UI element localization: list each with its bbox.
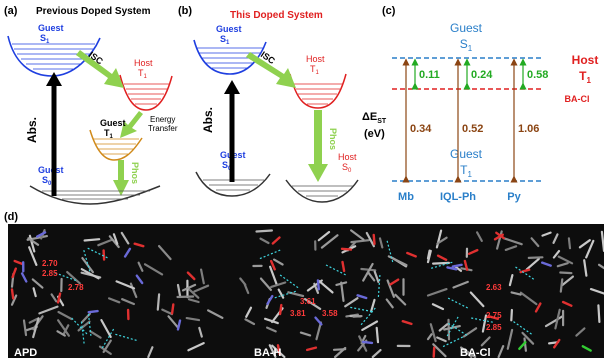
phos-label-a: Phos: [130, 162, 140, 184]
distance-label: 2.85: [486, 323, 502, 332]
bond-stick: [560, 273, 571, 274]
host-s0-label-b: Host: [338, 152, 357, 162]
guest-s0-well-a: [30, 186, 160, 204]
host-s0-symbol-b: S0: [342, 162, 352, 174]
guest-s0-symbol-a: S0: [42, 175, 52, 187]
guest-s1-label-a: Guest: [38, 23, 64, 33]
distance-label: 2.78: [68, 283, 84, 292]
panel-a: (a) Previous Doped System Guest S1 Host …: [4, 5, 178, 204]
host-t1-well-a: [120, 75, 172, 110]
heteroatom-stick: [363, 342, 372, 343]
upper-value-2: 0.58: [527, 69, 548, 81]
structure-name: BA-Cl: [460, 347, 491, 358]
distance-label: 2.70: [42, 259, 58, 268]
panel-b-label: (b): [178, 5, 192, 17]
panel-a-title: Previous Doped System: [36, 6, 151, 17]
heteroatom-stick: [374, 235, 375, 244]
heteroatom-stick: [280, 305, 281, 314]
guest-s1-symbol-a: S1: [40, 33, 50, 45]
host-t1-label-c: Host: [572, 53, 599, 67]
guest-t1-label-a: Guest: [100, 118, 126, 128]
lower-value-0: 0.34: [410, 123, 432, 135]
distance-label: 2.85: [42, 269, 58, 278]
bond-stick: [569, 238, 570, 248]
delta-est-columns: 0.11 0.34 Mb 0.24 0.52 IQL-Ph 0.58 1.06 Py: [398, 62, 548, 203]
bond-stick: [178, 297, 194, 298]
heteroatom-stick: [343, 262, 345, 271]
guest-s1-symbol-c: S1: [460, 37, 473, 53]
host-t1-symbol-a: T1: [138, 68, 148, 80]
heteroatom-stick: [318, 280, 319, 289]
panel-a-label: (a): [4, 5, 18, 17]
guest-t1-well-a: [90, 130, 142, 160]
abs-label-b: Abs.: [201, 107, 215, 133]
host-t1-well-b: [290, 74, 346, 108]
bond-stick: [257, 231, 272, 232]
molecule-name-2: Py: [507, 191, 521, 203]
abs-arrow-head-a: [46, 72, 62, 86]
phos-label-b: Phos: [328, 128, 338, 150]
guest-t1-label-c: Guest: [450, 147, 483, 161]
panel-c-label: (c): [382, 5, 396, 17]
bond-stick: [377, 328, 378, 342]
host-name-c: BA-Cl: [565, 94, 590, 104]
host-t1-label-b: Host: [306, 54, 325, 64]
molecule-name-1: IQL-Ph: [440, 191, 476, 203]
phos-arrow-a: [113, 160, 129, 196]
structure-name: APD: [14, 347, 37, 358]
guest-s1-symbol-b: S1: [220, 34, 230, 46]
energy-transfer-label-2: Transfer: [148, 124, 178, 133]
upper-value-1: 0.24: [471, 69, 493, 81]
lower-value-1: 0.52: [462, 123, 483, 135]
lower-value-2: 1.06: [518, 123, 539, 135]
panel-b: (b) This Doped System Guest S1 Host T1: [178, 5, 358, 202]
bond-stick: [598, 305, 599, 322]
distance-label: 3.81: [290, 309, 306, 318]
bond-stick: [561, 279, 563, 291]
host-t1-symbol-b: T1: [310, 64, 320, 76]
phos-arrow-b: [308, 110, 328, 182]
host-s0-well-b: [286, 180, 358, 202]
guest-s1-label-b: Guest: [216, 24, 242, 34]
delta-est-label: ΔEST: [362, 111, 387, 125]
abs-label-a: Abs.: [25, 117, 39, 143]
heteroatom-stick: [342, 249, 351, 250]
bond-stick: [353, 316, 361, 317]
bond-stick: [85, 239, 100, 240]
heteroatom-stick: [104, 251, 105, 260]
heteroatom-stick: [172, 305, 173, 314]
molecule-name-0: Mb: [398, 191, 414, 203]
delta-est-unit: (eV): [364, 128, 385, 140]
upper-value-0: 0.11: [419, 69, 440, 81]
panel-c: (c) Guest S1 Host T1 BA-Cl ΔEST (eV) Gue…: [362, 5, 598, 203]
panel-d-label: (d): [4, 211, 18, 223]
heteroatom-stick: [434, 348, 435, 357]
host-t1-label-a: Host: [134, 58, 153, 68]
distance-label: 2.75: [486, 311, 502, 320]
heteroatom-stick: [12, 290, 13, 299]
structure-name: BA-H: [254, 347, 282, 358]
panel-b-title: This Doped System: [230, 10, 323, 21]
distance-label: 2.63: [486, 283, 502, 292]
heteroatom-stick: [89, 311, 98, 312]
guest-s0-label-a: Guest: [38, 165, 64, 175]
bond-stick: [158, 294, 159, 309]
host-t1-symbol-c: T1: [579, 69, 591, 85]
bond-stick: [511, 310, 512, 320]
bond-stick: [529, 257, 543, 258]
crystal-structure-image: [8, 224, 604, 358]
abs-arrow-head-b: [224, 80, 240, 94]
guest-t1-symbol-a: T1: [104, 128, 114, 140]
guest-t1-symbol-c: T1: [460, 163, 472, 179]
distance-label: 3.61: [300, 297, 316, 306]
bond-stick: [428, 251, 430, 259]
guest-s1-label-c: Guest: [450, 21, 483, 35]
energy-transfer-label-1: Energy: [150, 115, 175, 124]
distance-label: 3.58: [322, 309, 338, 318]
